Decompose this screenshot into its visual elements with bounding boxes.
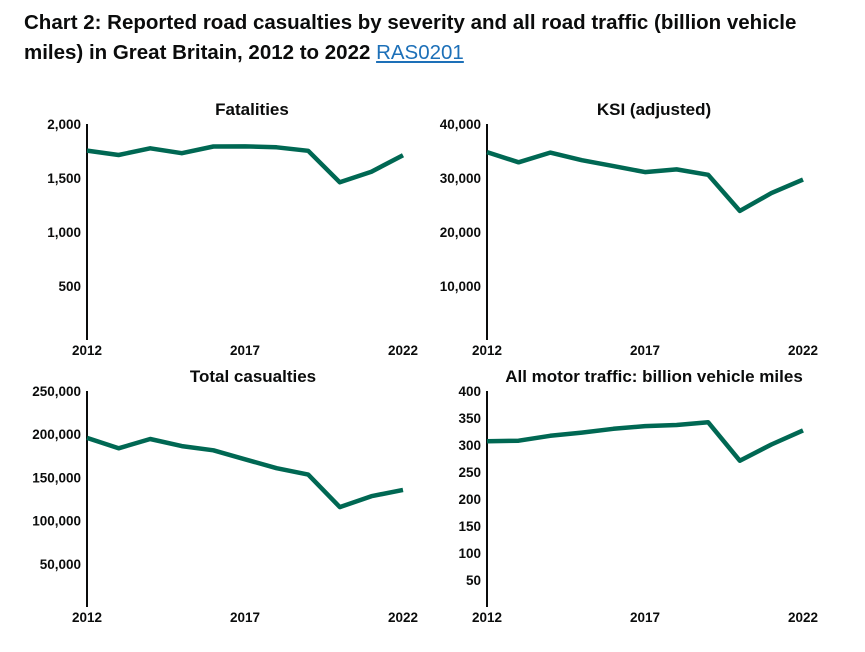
y-tick-label: 100,000 bbox=[32, 514, 81, 529]
y-tick-label: 100 bbox=[458, 546, 481, 561]
series-line bbox=[86, 144, 405, 185]
x-tick-label: 2017 bbox=[230, 343, 260, 358]
y-tick-label: 250,000 bbox=[32, 384, 81, 399]
y-tick-label: 250 bbox=[458, 465, 481, 480]
series-line bbox=[86, 435, 404, 510]
chart-panel-1: Fatalities 2,000 1,500 1,000 500 2012 2017 2022 bbox=[47, 100, 418, 358]
x-tick-label: 2012 bbox=[72, 343, 102, 358]
chart-panel-4: All motor traffic: billion vehicle miles… bbox=[458, 367, 818, 625]
y-tick-label: 200 bbox=[458, 492, 481, 507]
y-tick-label: 300 bbox=[458, 438, 481, 453]
y-tick-label: 40,000 bbox=[440, 117, 481, 132]
x-tick-label: 2012 bbox=[72, 610, 102, 625]
x-tick-label: 2022 bbox=[388, 343, 418, 358]
x-tick-label: 2012 bbox=[472, 610, 502, 625]
chart-panel-3: Total casualties 250,000 200,000 150,000 100… bbox=[32, 367, 418, 625]
chart-panel-2: KSI (adjusted) 40,000 30,000 20,000 10,000 20… bbox=[440, 100, 818, 358]
y-tick-label: 350 bbox=[458, 411, 481, 426]
chart-heading-text: Chart 2: Reported road casualties by sev… bbox=[24, 11, 797, 64]
y-tick-label: 150,000 bbox=[32, 470, 81, 485]
chart-heading: Chart 2: Reported road casualties by sev… bbox=[24, 8, 824, 68]
x-tick-label: 2017 bbox=[630, 610, 660, 625]
y-tick-label: 200,000 bbox=[32, 427, 81, 442]
y-tick-label: 50,000 bbox=[40, 557, 81, 572]
y-tick-label: 20,000 bbox=[440, 225, 481, 240]
y-tick-label: 30,000 bbox=[440, 171, 481, 186]
y-tick-label: 2,000 bbox=[47, 117, 81, 132]
x-tick-label: 2022 bbox=[388, 610, 418, 625]
y-tick-label: 400 bbox=[458, 384, 481, 399]
x-tick-label: 2022 bbox=[788, 343, 818, 358]
x-tick-label: 2017 bbox=[230, 610, 260, 625]
x-tick-label: 2012 bbox=[472, 343, 502, 358]
x-tick-label: 2022 bbox=[788, 610, 818, 625]
chart-title: Fatalities bbox=[215, 100, 289, 119]
y-tick-label: 50 bbox=[466, 573, 481, 588]
y-tick-label: 150 bbox=[458, 519, 481, 534]
y-tick-label: 1,000 bbox=[47, 225, 81, 240]
series-line bbox=[486, 420, 804, 463]
ras0201-link[interactable]: RAS0201 bbox=[376, 41, 464, 64]
series-line bbox=[486, 149, 804, 214]
chart-title: KSI (adjusted) bbox=[597, 100, 711, 119]
x-tick-label: 2017 bbox=[630, 343, 660, 358]
chart-title: All motor traffic: billion vehicle miles bbox=[505, 367, 803, 386]
chart-title: Total casualties bbox=[190, 367, 316, 386]
y-tick-label: 1,500 bbox=[47, 171, 81, 186]
y-tick-label: 500 bbox=[58, 279, 81, 294]
y-tick-label: 10,000 bbox=[440, 279, 481, 294]
